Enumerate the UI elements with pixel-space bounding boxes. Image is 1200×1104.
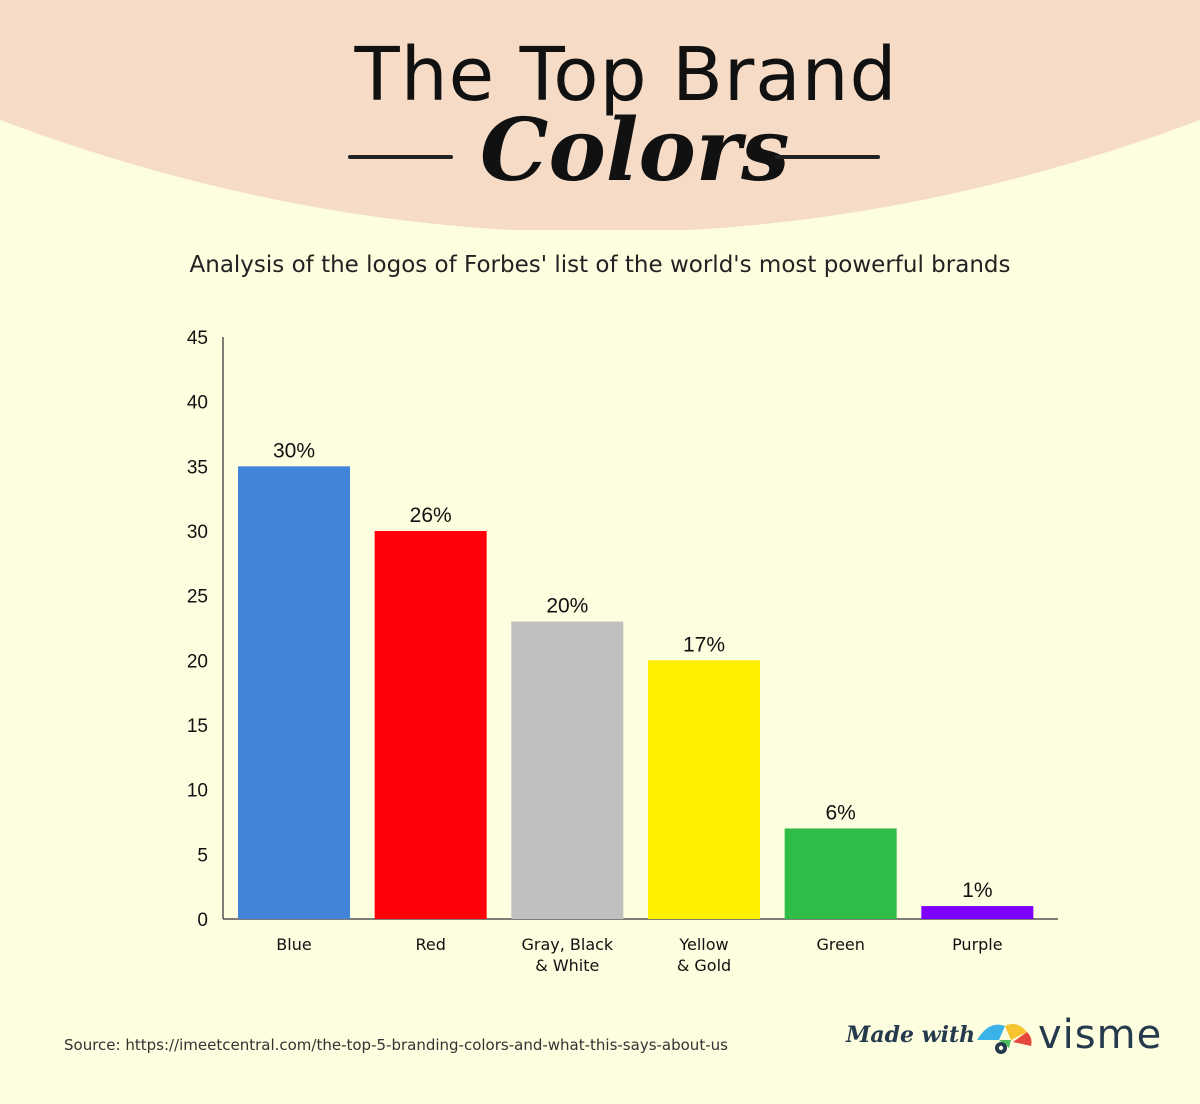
title-dash-right (775, 155, 880, 159)
y-tick-label: 0 (197, 910, 208, 931)
bar-data-label: 26% (410, 504, 452, 527)
bar-data-label: 6% (825, 801, 855, 824)
source-text: Source: https://imeetcentral.com/the-top… (64, 1036, 728, 1054)
y-tick-label: 25 (187, 587, 208, 608)
bar-data-label: 20% (546, 595, 588, 618)
x-category-label: Purple (952, 935, 1003, 954)
x-category-label: Gray, Black (521, 935, 613, 954)
made-with-text: Made with (846, 1022, 976, 1048)
bar (784, 828, 897, 919)
header-arch (0, 0, 1200, 230)
x-category-label: & Gold (677, 956, 731, 975)
bar (511, 621, 624, 919)
bar-data-label: 30% (273, 439, 315, 462)
bar (648, 660, 760, 919)
x-category-label: Yellow (678, 935, 728, 954)
y-tick-label: 40 (187, 393, 208, 414)
y-tick-label: 20 (187, 651, 208, 672)
bar-chart: 0 5 10 15 20 25 30 35 40 45 30% Blue 26% Red 20% Gray, … (187, 328, 1058, 975)
y-tick-label: 35 (187, 457, 208, 478)
bar-data-label: 1% (962, 879, 992, 902)
bar (238, 466, 350, 919)
bar-data-label: 17% (683, 633, 725, 656)
visme-logo-icon (977, 1024, 1032, 1054)
y-tick-label: 45 (187, 328, 208, 349)
title-dash-left (348, 155, 453, 159)
visme-brand-text: visme (1038, 1012, 1163, 1058)
title-line-1: The Top Brand (354, 32, 898, 118)
y-tick-label: 30 (187, 522, 208, 543)
x-category-label: Red (415, 935, 445, 954)
x-category-label: Blue (276, 935, 311, 954)
chart-subtitle: Analysis of the logos of Forbes' list of… (189, 252, 1011, 278)
x-category-label: & White (535, 956, 599, 975)
y-tick-label: 15 (187, 716, 208, 737)
y-tick-label: 10 (187, 781, 208, 802)
bar (921, 906, 1034, 919)
x-category-label: Green (816, 935, 864, 954)
bar (374, 531, 487, 919)
title-line-2: Colors (480, 100, 790, 201)
y-tick-label: 5 (197, 845, 208, 866)
